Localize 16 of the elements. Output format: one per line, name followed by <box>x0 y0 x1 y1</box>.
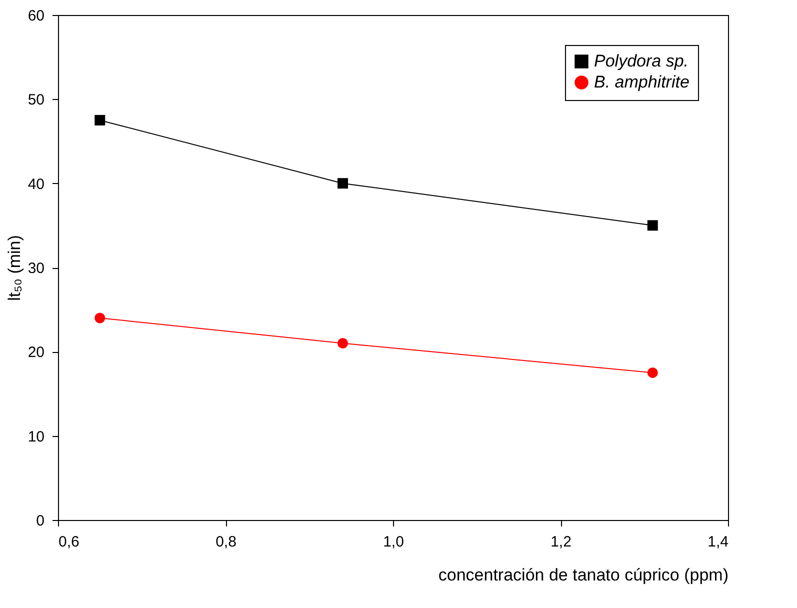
y-tick-label: 0 <box>36 512 44 530</box>
x-tick-label: 1,4 <box>708 534 728 550</box>
x-axis-title: concentración de tanato cúprico (ppm) <box>438 566 728 584</box>
x-tick-label: 0,8 <box>216 534 236 550</box>
y-tick-label: 40 <box>28 176 44 193</box>
x-tick-label: 1,2 <box>550 534 572 550</box>
legend-label: Polydora sp. <box>594 52 688 70</box>
x-tick-label: 0,6 <box>58 534 80 550</box>
y-tick-label: 50 <box>28 92 44 109</box>
y-tick-label: 60 <box>28 8 44 24</box>
legend-label: B. amphitrite <box>594 72 690 92</box>
y-axis-title: lt₅₀ (min) <box>4 235 24 301</box>
y-tick-label: 30 <box>28 260 44 277</box>
y-tick-label: 20 <box>28 344 44 362</box>
y-tick-label: 10 <box>28 428 44 446</box>
x-tick-label: 1,0 <box>383 534 404 550</box>
